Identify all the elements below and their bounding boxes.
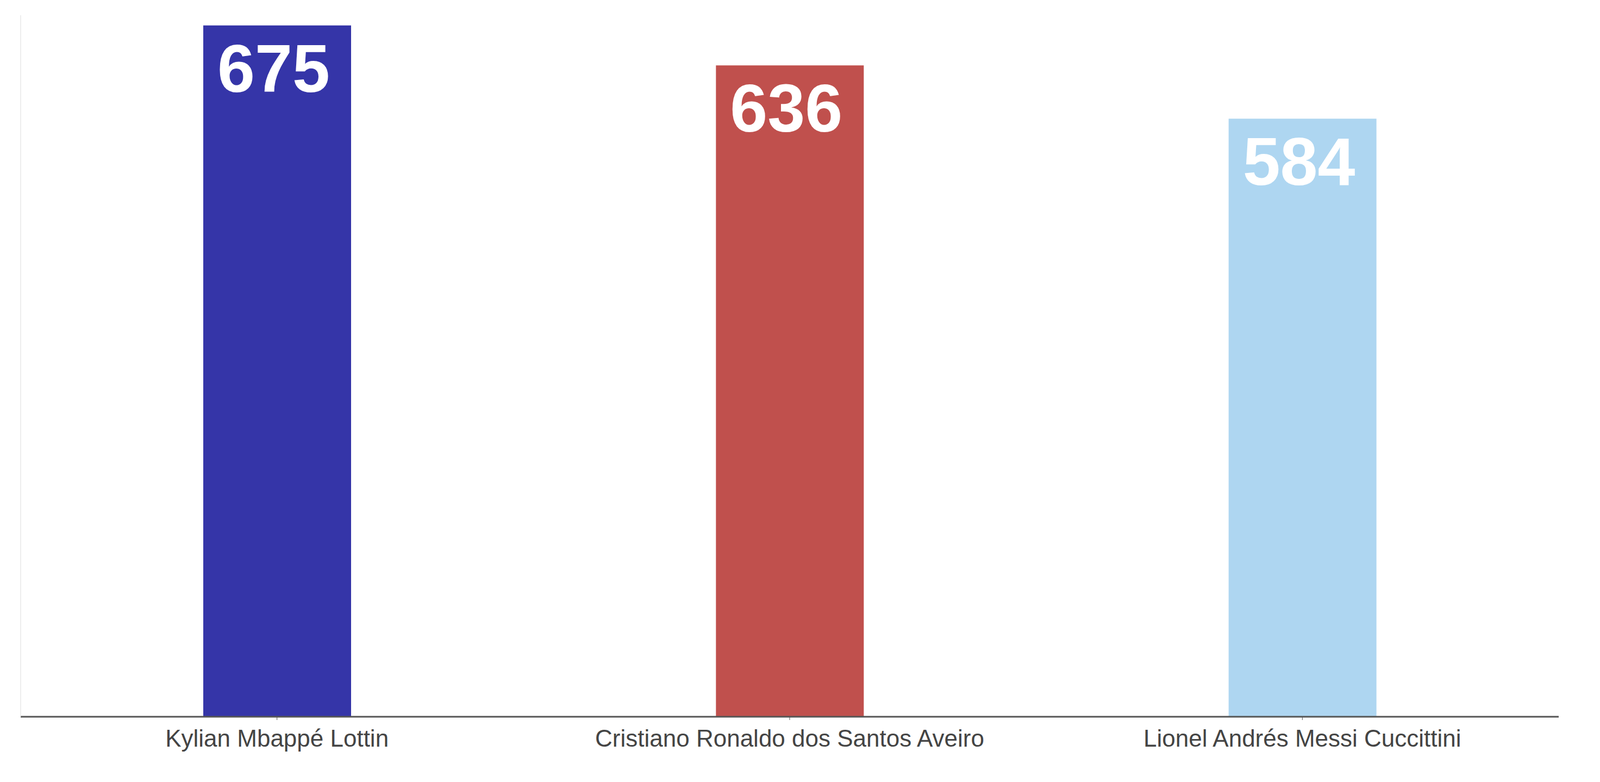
svg-text:Lionel Andrés Messi Cuccittini: Lionel Andrés Messi Cuccittini	[1143, 724, 1461, 752]
svg-text:636: 636	[729, 70, 843, 146]
svg-text:584: 584	[1242, 123, 1356, 199]
svg-text:Kylian Mbappé Lottin: Kylian Mbappé Lottin	[165, 724, 389, 752]
svg-text:Cristiano Ronaldo dos Santos A: Cristiano Ronaldo dos Santos Aveiro	[595, 724, 985, 752]
svg-text:675: 675	[217, 30, 330, 106]
